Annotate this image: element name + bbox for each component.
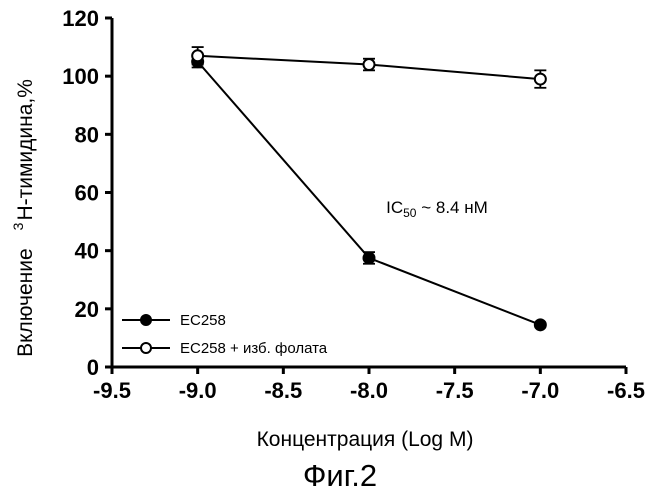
x-tick-label: -7.5	[436, 378, 474, 403]
y-ticks: 0 20 40 60 80 100 120	[62, 6, 112, 380]
legend-label-ec258-folate: EC258 + изб. фолата	[180, 340, 328, 357]
y-tick-label: 100	[62, 64, 99, 89]
ic50-annotation-subscript: 50	[403, 206, 417, 220]
y-tick-label: 120	[62, 6, 99, 31]
y-tick-label: 40	[75, 239, 99, 264]
x-ticks: -9.5 -9.0 -8.5 -8.0 -7.5 -7.0 -6.5	[93, 367, 645, 403]
legend-marker-filled	[141, 315, 151, 325]
legend-marker-open	[141, 343, 151, 353]
data-point-open	[192, 50, 203, 61]
x-tick-label: -7.0	[521, 378, 559, 403]
y-tick-label: 80	[75, 122, 99, 147]
ic50-annotation-suffix: ~ 8.4 нМ	[416, 198, 487, 217]
figure-caption: Фиг.2	[303, 458, 377, 493]
series-line-0	[198, 62, 541, 325]
x-tick-label: -8.0	[350, 378, 388, 403]
data-point-filled	[364, 252, 375, 263]
x-axis-title: Концентрация (Log M)	[257, 428, 474, 451]
y-axis-title-main: Включение	[14, 248, 37, 357]
y-axis-title: Включение 3 H-тимидина,%	[10, 79, 37, 357]
legend-entry-ec258-folate: EC258 + изб. фолата	[122, 340, 328, 357]
y-axis-title-superscript: 3	[10, 222, 26, 230]
data-point-open	[364, 59, 375, 70]
data-point-open	[535, 74, 546, 85]
y-tick-label: 0	[87, 355, 99, 380]
legend-label-ec258: EC258	[180, 312, 226, 329]
data-point-filled	[535, 319, 546, 330]
x-tick-label: -6.5	[607, 378, 645, 403]
ic50-annotation-prefix: IC	[386, 198, 403, 217]
series-layer	[192, 47, 547, 330]
legend: EC258 EC258 + изб. фолата	[122, 312, 328, 357]
x-tick-label: -9.0	[179, 378, 217, 403]
y-axis-title-rest: H-тимидина,%	[14, 79, 37, 220]
ic50-annotation: IC50 ~ 8.4 нМ	[386, 198, 488, 220]
y-tick-label: 20	[75, 297, 99, 322]
y-tick-label: 60	[75, 181, 99, 206]
legend-entry-ec258: EC258	[122, 312, 226, 329]
x-tick-label: -9.5	[93, 378, 131, 403]
x-tick-label: -8.5	[264, 378, 302, 403]
chart: -9.5 -9.0 -8.5 -8.0 -7.5 -7.0 -6.5 0 20 40 60 80 10…	[0, 0, 656, 500]
